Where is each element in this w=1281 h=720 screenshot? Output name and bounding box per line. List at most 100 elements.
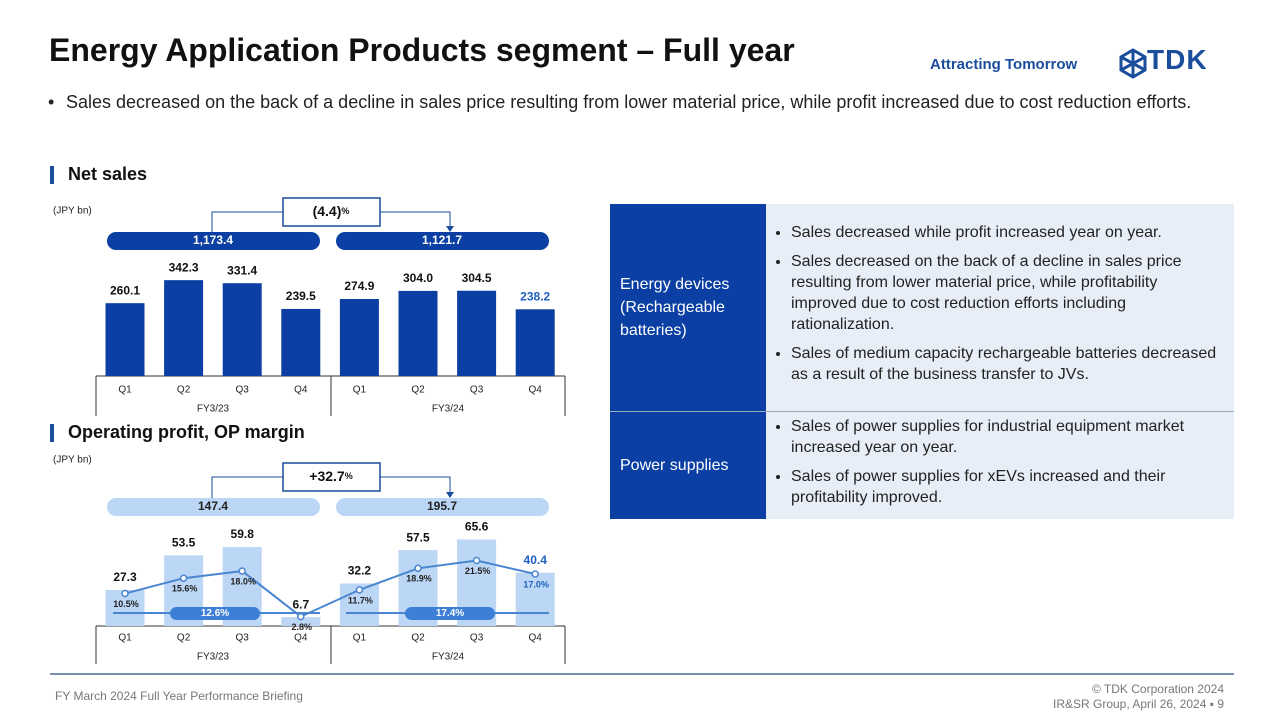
change-label: +32.7% xyxy=(309,468,352,484)
connector xyxy=(211,476,283,498)
bar xyxy=(281,617,321,626)
table-row: Power supplies Sales of power supplies f… xyxy=(610,411,1234,519)
copyright: © TDK Corporation 2024 xyxy=(1091,682,1224,696)
x-tick-label: Q1 xyxy=(353,385,367,396)
bar xyxy=(281,308,321,376)
margin-label: 15.6% xyxy=(172,584,198,594)
change-suffix: % xyxy=(341,206,349,216)
logo: TDK xyxy=(1147,44,1208,75)
x-tick-label: Q2 xyxy=(411,633,425,644)
group-label: FY3/23 xyxy=(197,652,230,663)
x-tick-label: Q2 xyxy=(177,385,191,396)
summary: Sales decreased on the back of a decline… xyxy=(48,90,1281,115)
margin-label: 17.0% xyxy=(523,579,549,589)
average-label: 12.6% xyxy=(201,608,229,619)
x-tick-label: Q2 xyxy=(177,633,191,644)
average-pill xyxy=(170,607,260,620)
table-row: Energy devices (Rechargeable batteries) … xyxy=(610,204,1234,412)
row-label: Energy devices (Rechargeable batteries) xyxy=(610,204,766,412)
value-label: 59.8 xyxy=(231,527,255,541)
change-suffix: % xyxy=(345,471,353,481)
average-label: 17.4% xyxy=(436,608,464,619)
margin-label: 2.8% xyxy=(292,622,313,632)
margin-point xyxy=(297,612,305,621)
bullet: Sales decreased on the back of a decline… xyxy=(791,251,1224,335)
bar xyxy=(457,290,497,376)
margin-label: 11.7% xyxy=(348,595,373,605)
page-info: IR&SR Group, April 26, 2024 ▪ 9 xyxy=(1052,697,1224,711)
margin-line xyxy=(124,559,536,618)
chart-title: Operating profit, OP margin xyxy=(68,422,305,442)
x-tick-label: Q3 xyxy=(470,633,484,644)
value-label: 6.7 xyxy=(292,597,309,611)
total-pill xyxy=(107,232,320,250)
row-label: Power supplies xyxy=(610,411,766,519)
bar xyxy=(105,303,145,376)
connector xyxy=(380,211,451,227)
bar xyxy=(398,290,438,376)
footer-left: FY March 2024 Full Year Performance Brie… xyxy=(55,689,303,703)
value-label: 260.1 xyxy=(110,283,140,297)
connector xyxy=(380,476,451,493)
bar xyxy=(515,572,555,626)
x-tick-label: Q1 xyxy=(118,633,132,644)
value-label: 32.2 xyxy=(348,564,372,578)
value-label: 57.5 xyxy=(406,530,430,544)
arrow-head xyxy=(446,226,454,232)
margin-point xyxy=(179,574,188,582)
group-label: FY3/23 xyxy=(197,404,230,415)
title: Energy Application Products segment – Fu… xyxy=(49,32,795,68)
bar xyxy=(222,283,262,376)
value-label: 65.6 xyxy=(465,520,489,534)
x-tick-label: Q2 xyxy=(411,385,425,396)
x-tick-label: Q3 xyxy=(236,385,250,396)
margin-point xyxy=(121,589,129,598)
group-label: FY3/24 xyxy=(432,404,465,415)
change-label: (4.4)% xyxy=(313,203,350,219)
x-tick-label: Q3 xyxy=(236,633,250,644)
segment-table: Energy devices (Rechargeable batteries) … xyxy=(610,204,1234,519)
connector xyxy=(211,211,283,232)
change-box xyxy=(282,197,381,227)
margin-point xyxy=(355,586,364,594)
footer-right: © TDK Corporation 2024 IR&SR Group, Apri… xyxy=(1053,682,1224,712)
value-label: 304.0 xyxy=(403,271,433,285)
change-box xyxy=(282,462,381,492)
total-label: 1,173.4 xyxy=(193,233,233,247)
x-tick-label: Q3 xyxy=(470,385,484,396)
value-label: 304.5 xyxy=(462,271,492,285)
value-label: 239.5 xyxy=(286,289,316,303)
row-content: Sales decreased while profit increased y… xyxy=(766,204,1234,412)
bar xyxy=(339,299,379,376)
heading-marker xyxy=(50,166,54,184)
x-tick-label: Q4 xyxy=(529,385,543,396)
total-pill xyxy=(336,232,549,250)
value-label: 238.2 xyxy=(520,289,550,303)
value-label: 342.3 xyxy=(169,260,199,274)
logo-icon xyxy=(1119,48,1147,79)
heading-marker xyxy=(50,424,54,442)
x-tick-label: Q4 xyxy=(529,633,543,644)
chart-title: Net sales xyxy=(68,164,147,184)
margin-point xyxy=(414,564,422,573)
average-pill xyxy=(405,607,495,620)
x-tick-label: Q1 xyxy=(353,633,367,644)
value-label: 331.4 xyxy=(227,263,257,277)
group-label: FY3/24 xyxy=(432,652,465,663)
total-label: 195.7 xyxy=(427,499,457,513)
total-label: 1,121.7 xyxy=(422,233,462,247)
total-pill xyxy=(107,498,320,516)
unit-label: (JPY bn) xyxy=(53,206,92,217)
margin-label: 10.5% xyxy=(113,599,139,609)
value-label: 40.4 xyxy=(524,553,548,567)
bar xyxy=(515,309,555,376)
value-label: 27.3 xyxy=(113,570,137,584)
margin-label: 18.9% xyxy=(406,574,432,584)
x-tick-label: Q1 xyxy=(118,385,132,396)
x-tick-label: Q4 xyxy=(294,385,308,396)
margin-label: 21.5% xyxy=(465,566,491,576)
row-content: Sales of power supplies for industrial e… xyxy=(766,411,1234,519)
unit-label: (JPY bn) xyxy=(53,455,92,466)
